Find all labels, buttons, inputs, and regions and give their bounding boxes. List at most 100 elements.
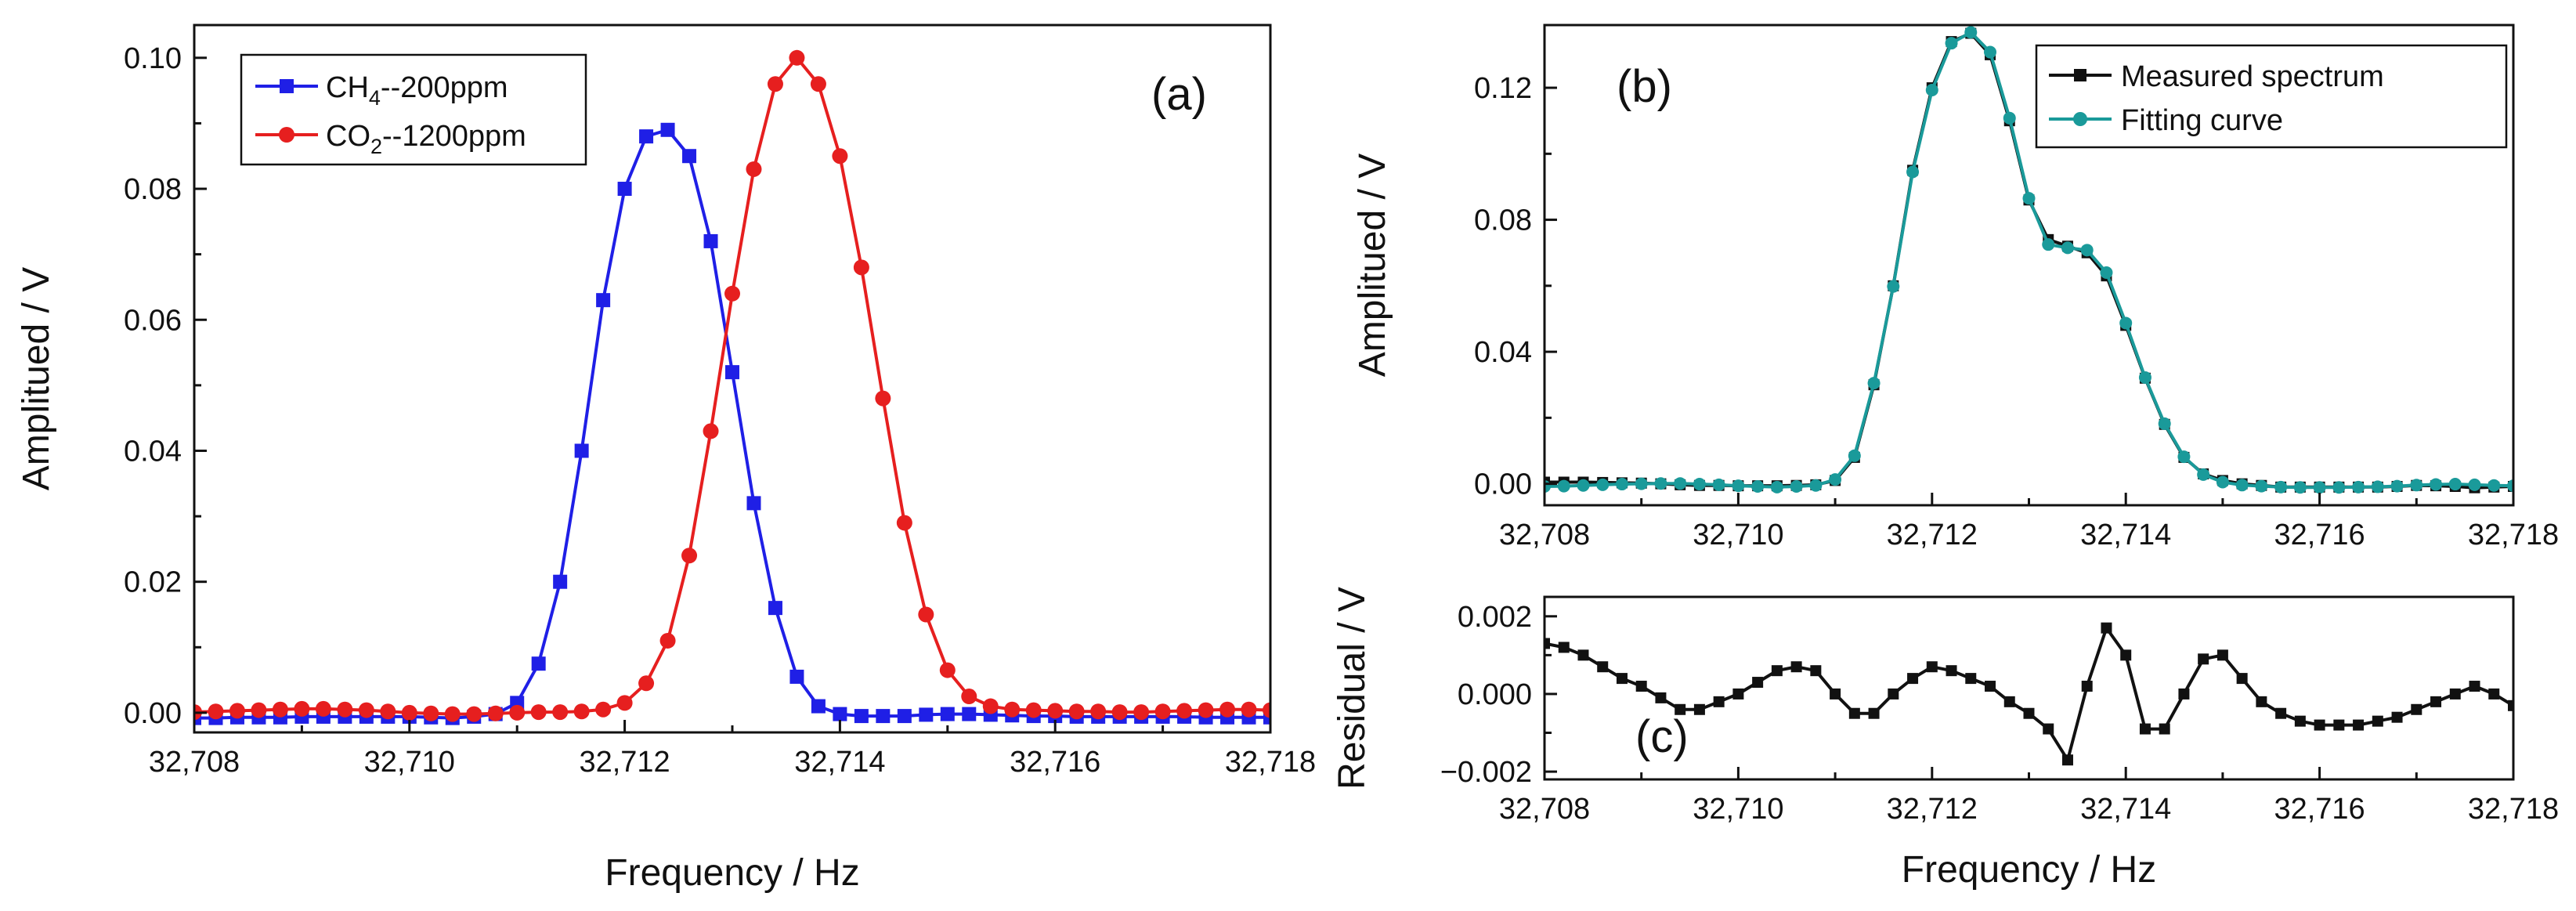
panel-a-series-1-point — [1263, 702, 1270, 718]
panel-b-xtick-label: 32,714 — [2080, 519, 2171, 551]
panel-a-ytick-label: 0.00 — [124, 697, 182, 730]
panel-a-series-1-point — [1068, 703, 1085, 720]
panel-a-series-1-point — [423, 705, 439, 721]
panel-b-series-1-point — [1557, 479, 1570, 493]
panel-c-ytick-label: −0.002 — [1440, 756, 1532, 789]
panel-a-series-1-point — [1090, 703, 1107, 720]
panel-a-series-1-point — [1111, 704, 1128, 721]
panel-a-series-1-point — [703, 423, 719, 439]
panel-a-series-1-point — [509, 704, 526, 721]
panel-b-series-1-point — [2061, 241, 2074, 255]
panel-b-series-1-point — [2430, 478, 2443, 491]
panel-b: 32,708 32,710 32,712 32,714 32,716 32,718 0.00… — [1352, 23, 2559, 551]
panel-c-series-0-point — [1946, 665, 1957, 677]
panel-a-series-1-point — [1025, 702, 1042, 718]
panel-b-series-1-point — [1770, 480, 1783, 493]
panel-b-series-1-point — [2138, 371, 2151, 384]
panel-b-series-1-point — [2080, 244, 2094, 257]
panel-c-series-0-point — [1985, 681, 1996, 692]
panel-c-series-0-point — [2217, 649, 2228, 661]
panel-c-series-0-point — [2178, 688, 2190, 700]
panel-c-series-0-point — [2449, 688, 2461, 700]
panel-b-series-1-point — [2332, 481, 2346, 494]
panel-a-series-0-point — [1263, 710, 1270, 725]
panel-a-series-0-point — [617, 182, 632, 197]
panel-a-series-1-point — [1241, 701, 1257, 718]
panel-c-series-0-point — [1558, 642, 1570, 653]
panel-b-series-1-point — [2235, 479, 2249, 492]
panel-b-series-1-point — [1577, 479, 1590, 492]
panel-c-ytick-label: 0.002 — [1458, 601, 1532, 634]
panel-b-xtick-label: 32,710 — [1693, 519, 1783, 551]
panel-c-series-0-point — [2391, 711, 2403, 723]
panel-a-ytick-label: 0.02 — [124, 566, 182, 599]
panel-b-series-1-point — [2255, 479, 2268, 493]
panel-b-ytick-label: 0.08 — [1474, 204, 1532, 237]
panel-c-series-0-point — [2159, 723, 2170, 735]
panel-b-ytick-label: 0.04 — [1474, 336, 1532, 369]
panel-b-series-1-point — [1984, 45, 1997, 59]
panel-a-series-1-point — [1004, 701, 1021, 718]
panel-c: 32,708 32,710 32,712 32,714 32,716 32,718 −0.0… — [1331, 587, 2559, 891]
panel-a-series-1-point — [853, 259, 869, 276]
panel-b-ytick-label: 0.12 — [1474, 72, 1532, 105]
panel-b-series-1-point — [2507, 479, 2513, 493]
panel-b-series-1-point — [2216, 475, 2229, 489]
panel-b-panel-label: (b) — [1617, 61, 1672, 112]
panel-c-series-0-point — [1926, 661, 1938, 673]
panel-a-series-0-point — [553, 574, 568, 589]
panel-a-ytick-label: 0.06 — [124, 304, 182, 337]
panel-a-series-1-point — [272, 701, 288, 718]
panel-c-panel-label: (c) — [1635, 711, 1689, 762]
panel-c-series-0-line — [1545, 624, 2513, 765]
panel-b-series-1-point — [2448, 478, 2462, 491]
panel-c-series-0-point — [1752, 677, 1764, 689]
panel-a-ylabel: Amplitued / V — [16, 267, 57, 490]
panel-b-series-1-point — [1925, 83, 1938, 96]
panel-b-series-1-point — [1809, 479, 1823, 492]
panel-a-series-1-point — [444, 706, 461, 722]
panel-c-series-0-point — [2120, 649, 2132, 661]
panel-c-series-0-point — [2043, 723, 2054, 735]
panel-a-series-0-point — [596, 293, 611, 308]
panel-a-series-1-point — [1198, 702, 1214, 718]
panel-b-series-1-point — [2468, 478, 2481, 491]
panel-c-xtick-label: 32,716 — [2274, 793, 2365, 826]
panel-c-xtick-label: 32,708 — [1499, 793, 1590, 826]
panel-c-series-0-point — [2101, 622, 2112, 634]
panel-b-xtick-label: 32,716 — [2274, 519, 2365, 551]
panel-b-legend-label: Fitting curve — [2121, 104, 2283, 137]
panel-a-series-1-point — [487, 705, 504, 721]
panel-a-xtick-label: 32,712 — [579, 746, 670, 779]
panel-a-legend-rest: --200ppm — [381, 71, 508, 104]
panel-c-series-0-point — [2256, 696, 2267, 707]
panel-c-series-0-point — [1810, 665, 1822, 677]
panel-c-series-0-point — [1848, 707, 1860, 719]
panel-a-legend-main: CH — [326, 71, 369, 104]
panel-b-xtick-label: 32,708 — [1499, 519, 1590, 551]
panel-a-series-1-point — [595, 701, 612, 718]
panel-c-series-0-point — [2469, 681, 2480, 692]
panel-b-series-1-point — [1790, 479, 1803, 493]
panel-a-series-1-point — [208, 703, 224, 720]
panel-a-series-1-point — [724, 285, 740, 302]
panel-b-series-1-point — [2003, 111, 2016, 125]
panel-a-series-0-point — [682, 149, 697, 164]
panel-a-series-0-point — [940, 707, 955, 721]
panel-a-series-1-point — [1133, 704, 1150, 721]
panel-b-series-1-point — [2410, 479, 2423, 492]
panel-a-ytick-label: 0.10 — [124, 42, 182, 75]
panel-c-series-0-point — [1713, 696, 1725, 707]
panel-b-legend-swatch-marker — [2074, 69, 2086, 81]
panel-b-series-1-point — [2177, 450, 2191, 464]
panel-a-series-1-point — [573, 703, 590, 720]
panel-a-series-0-point — [876, 709, 891, 724]
panel-c-series-0-point — [1545, 638, 1550, 649]
panel-c-series-0 — [1545, 622, 2513, 766]
panel-b-series-1-point — [2197, 468, 2210, 481]
panel-a-xtick-label: 32,710 — [364, 746, 455, 779]
panel-b-series-1-point — [1751, 479, 1765, 493]
panel-b-legend-swatch-marker — [2073, 112, 2087, 126]
panel-c-series-0-point — [1635, 681, 1647, 692]
